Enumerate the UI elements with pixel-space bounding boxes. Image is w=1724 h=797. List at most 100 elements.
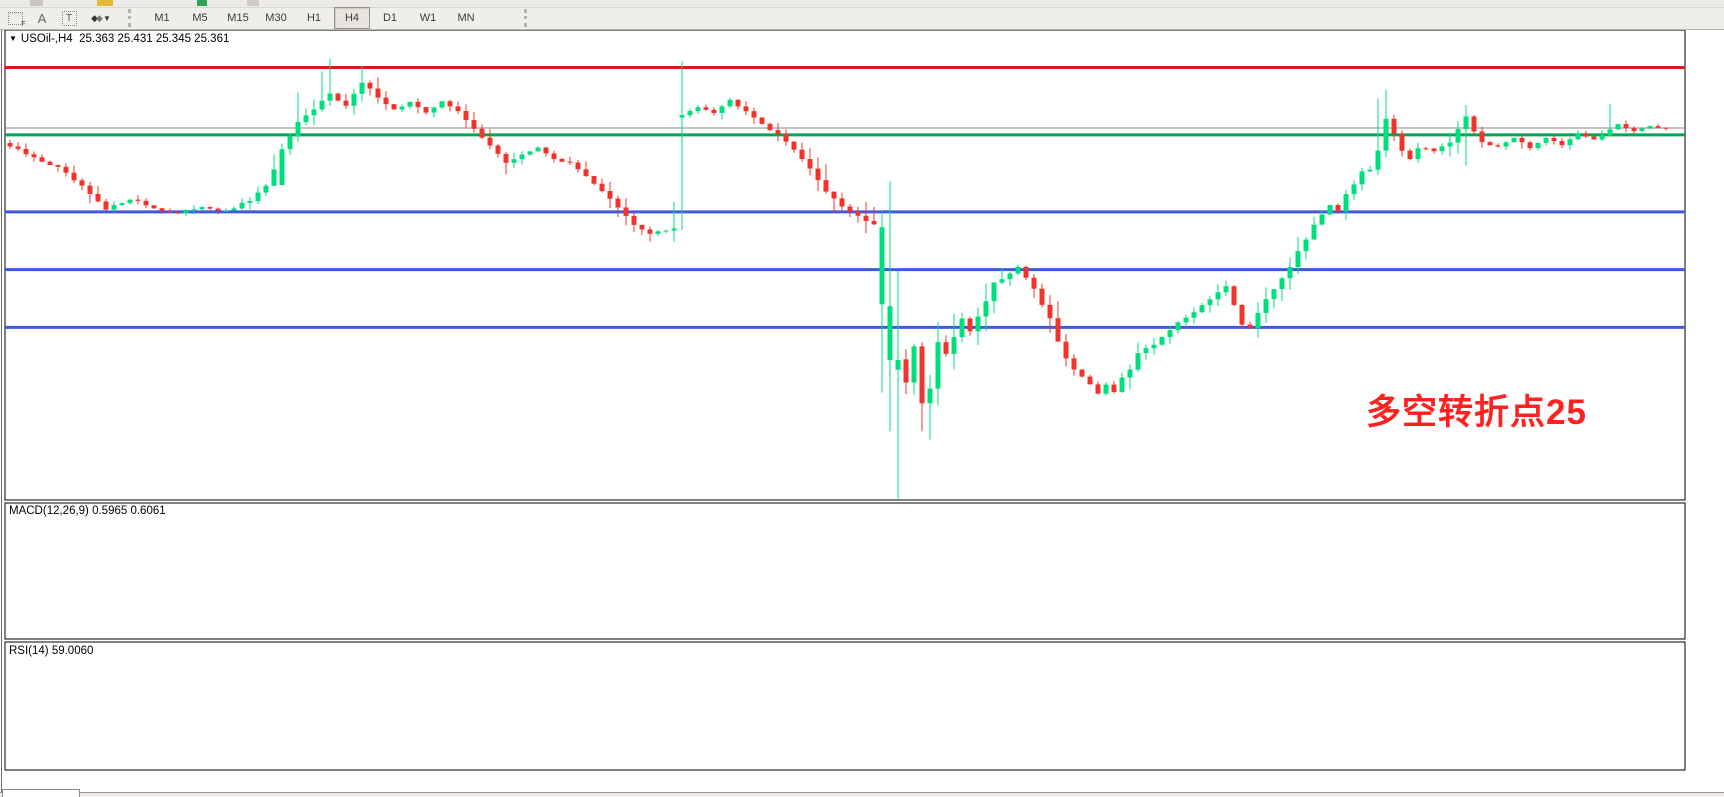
diamonds-icon: ◆◆ — [91, 12, 103, 23]
candle — [631, 215, 637, 225]
timeframe-button-h1[interactable]: H1 — [306, 12, 322, 24]
candle — [327, 93, 333, 101]
candle — [735, 99, 741, 107]
candle — [471, 120, 477, 129]
candle — [103, 201, 109, 210]
candle — [1127, 369, 1133, 378]
candle — [1231, 286, 1237, 305]
candle — [1175, 322, 1181, 331]
candle — [719, 106, 725, 113]
candle — [1287, 267, 1293, 279]
candle — [1215, 292, 1221, 300]
candle — [775, 130, 781, 134]
candle — [415, 101, 421, 108]
candle — [927, 388, 933, 404]
candle — [1431, 148, 1437, 152]
candle — [1023, 266, 1029, 278]
candle — [799, 149, 805, 160]
candle — [943, 342, 949, 354]
macd-pane[interactable] — [4, 502, 1686, 640]
candle — [1471, 116, 1477, 132]
candle — [143, 200, 149, 206]
candle — [135, 199, 141, 201]
candle — [1639, 128, 1645, 132]
candle — [79, 180, 85, 186]
main-pane[interactable] — [4, 29, 1686, 501]
candle — [903, 359, 909, 383]
window-bottom-tab — [2, 789, 80, 797]
candle — [383, 97, 389, 105]
candle — [1415, 148, 1421, 160]
timeframe-button-w1[interactable]: W1 — [419, 12, 437, 24]
timeframe-button-mn[interactable]: MN — [457, 12, 475, 24]
candle — [1575, 133, 1581, 140]
candle — [1119, 377, 1125, 392]
candle — [1375, 150, 1381, 170]
candle — [519, 154, 525, 160]
candle — [607, 191, 613, 199]
candle — [703, 107, 709, 110]
candle — [695, 107, 701, 111]
candle — [847, 206, 853, 212]
candlestick-series — [7, 58, 1669, 499]
candle — [591, 176, 597, 184]
candle — [967, 318, 973, 332]
candle — [351, 93, 357, 106]
candle — [1143, 348, 1149, 354]
candle — [1591, 136, 1597, 140]
chart-title[interactable]: ▼ USOil-,H4 25.363 25.431 25.345 25.361 — [9, 33, 229, 45]
timeframe-button-m1[interactable]: M1 — [154, 12, 170, 24]
toolbar-separator-grip[interactable] — [128, 9, 136, 27]
symbol-dropdown-icon[interactable]: ▼ — [9, 34, 17, 43]
anchor-grid-tool-button[interactable]: F — [3, 8, 27, 28]
candle — [1303, 239, 1309, 252]
candle — [343, 100, 349, 106]
candle — [1199, 305, 1205, 313]
candle — [991, 282, 997, 302]
candle — [1015, 266, 1021, 274]
candle — [583, 169, 589, 177]
candle — [1255, 312, 1261, 329]
candle — [319, 100, 325, 110]
candle — [1535, 142, 1541, 149]
candle — [727, 99, 733, 107]
candle — [1599, 135, 1605, 140]
timeframe-button-m5[interactable]: M5 — [192, 12, 208, 24]
candle — [551, 153, 557, 159]
candle — [1607, 129, 1613, 136]
timeframe-button-m30[interactable]: M30 — [265, 12, 287, 24]
text-label-tool-button[interactable]: A — [30, 8, 54, 28]
candle — [1455, 129, 1461, 143]
candle — [247, 201, 253, 203]
candle — [1343, 194, 1349, 212]
candle — [1239, 304, 1245, 325]
rsi-pane[interactable] — [4, 641, 1686, 771]
candle — [87, 185, 93, 194]
candle — [1335, 204, 1341, 212]
candle — [199, 207, 205, 210]
text-box-tool-button[interactable]: T — [57, 8, 81, 28]
candle — [887, 306, 893, 361]
arrow-styles-tool-button[interactable]: ◆◆ ▼ — [84, 8, 118, 28]
candle — [823, 180, 829, 192]
candle — [1295, 251, 1301, 268]
candle — [1183, 317, 1189, 323]
candle — [679, 115, 685, 118]
timeframe-button-h4[interactable]: H4 — [334, 7, 370, 29]
candle — [1623, 124, 1629, 129]
candle — [1511, 137, 1517, 143]
candle — [367, 82, 373, 89]
candle — [1447, 142, 1453, 147]
candle — [767, 123, 773, 131]
timeframe-button-m15[interactable]: M15 — [227, 12, 249, 24]
toolbar-separator-grip[interactable] — [524, 9, 532, 27]
candle — [1567, 139, 1573, 146]
candle — [1047, 304, 1053, 319]
candle — [911, 346, 917, 383]
candle — [439, 101, 445, 108]
timeframe-button-d1[interactable]: D1 — [382, 12, 398, 24]
candle — [639, 224, 645, 230]
candle — [375, 88, 381, 98]
candle — [151, 205, 157, 209]
